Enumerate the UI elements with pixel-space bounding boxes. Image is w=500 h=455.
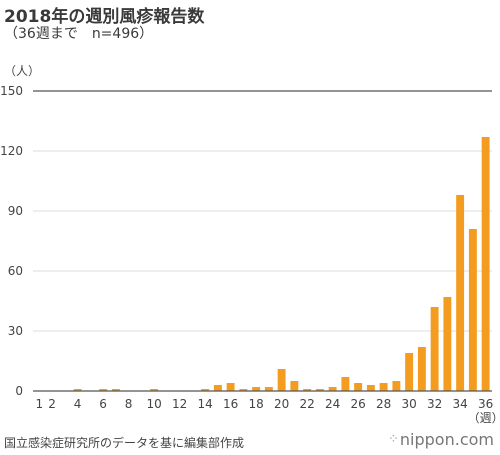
bar-week-18: [252, 387, 261, 391]
source-note: 国立感染症研究所のデータを基に編集部作成: [4, 436, 245, 450]
bar-week-31: [417, 347, 426, 391]
bar-week-35: [468, 229, 477, 391]
bar-week-16: [226, 383, 235, 391]
bar-week-23: [315, 389, 324, 391]
brand-name: nippon.com: [399, 430, 494, 449]
x-tick-label-22: 22: [299, 397, 314, 411]
bar-week-20: [277, 369, 286, 391]
bar-week-25: [341, 377, 350, 391]
y-tick-label-0: 0: [15, 384, 23, 398]
bar-week-24: [328, 387, 337, 391]
bar-week-19: [264, 387, 273, 391]
x-tick-label-26: 26: [350, 397, 365, 411]
x-tick-label-10: 10: [146, 397, 161, 411]
bar-week-26: [354, 383, 363, 391]
x-tick-label-24: 24: [325, 397, 340, 411]
bar-week-22: [303, 389, 312, 391]
x-tick-label-16: 16: [223, 397, 238, 411]
x-tick-label-34: 34: [452, 397, 467, 411]
bar-week-33: [443, 297, 452, 391]
x-tick-label-2: 2: [48, 397, 56, 411]
bar-week-34: [456, 195, 465, 391]
y-tick-label-60: 60: [8, 264, 23, 278]
y-tick-label-90: 90: [8, 204, 23, 218]
bar-week-7: [111, 389, 120, 391]
x-axis-unit-label: （週）: [468, 411, 500, 425]
bar-week-6: [99, 389, 108, 391]
x-tick-label-28: 28: [376, 397, 391, 411]
bar-week-14: [201, 389, 210, 391]
chart-subtitle: （36週まで n=496）: [4, 26, 154, 42]
bar-week-32: [430, 307, 439, 391]
y-tick-label-150: 150: [0, 84, 23, 98]
bar-week-29: [392, 381, 401, 391]
bar-week-4: [73, 389, 82, 391]
x-tick-label-30: 30: [401, 397, 416, 411]
chart-title: 2018年の週別風疹報告数: [4, 7, 205, 27]
x-tick-label-20: 20: [274, 397, 289, 411]
y-axis-unit-label: （人）: [4, 64, 41, 78]
bar-week-28: [379, 383, 388, 391]
brand-dots-icon: ⁘: [388, 432, 399, 447]
bar-week-10: [150, 389, 159, 391]
brand-logo: ⁘ nippon.com: [388, 430, 494, 449]
bar-week-27: [366, 385, 375, 391]
x-tick-label-6: 6: [99, 397, 107, 411]
x-tick-label-12: 12: [172, 397, 187, 411]
bar-week-36: [481, 137, 490, 391]
x-tick-label-36: 36: [478, 397, 493, 411]
bar-week-30: [405, 353, 414, 391]
x-tick-label-8: 8: [125, 397, 133, 411]
bar-week-17: [239, 389, 248, 391]
x-tick-label-4: 4: [74, 397, 82, 411]
bar-week-21: [290, 381, 299, 391]
y-tick-label-120: 120: [0, 144, 23, 158]
x-tick-label-1: 1: [36, 397, 44, 411]
y-tick-label-30: 30: [8, 324, 23, 338]
x-tick-label-18: 18: [248, 397, 263, 411]
bar-week-15: [213, 385, 222, 391]
x-tick-label-14: 14: [197, 397, 212, 411]
x-tick-label-32: 32: [427, 397, 442, 411]
